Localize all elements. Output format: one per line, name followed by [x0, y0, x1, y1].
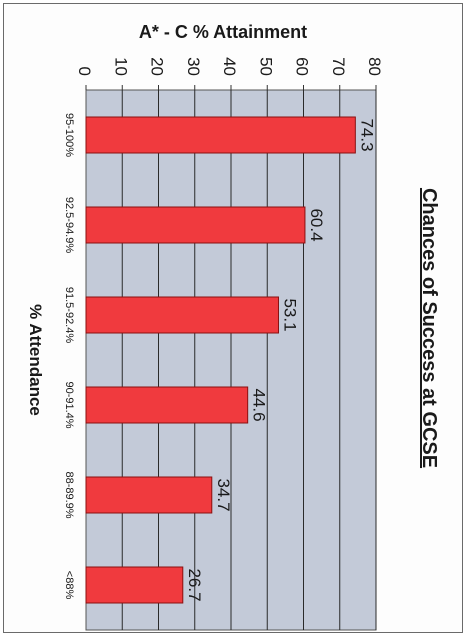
- bar: [85, 386, 249, 424]
- data-label: 44.6: [250, 388, 269, 421]
- data-label: 53.1: [280, 298, 299, 331]
- data-label: 26.7: [185, 568, 204, 601]
- data-labels: 74.3 60.4 53.1 44.6 34.7 26.7: [185, 118, 377, 601]
- bars: [85, 116, 356, 604]
- tick-label: 0: [75, 67, 94, 76]
- tick-label: 20: [148, 57, 167, 76]
- bar: [85, 116, 356, 154]
- gridlines: [85, 85, 377, 630]
- tick-label: 30: [184, 57, 203, 76]
- category-label: 95-100%: [63, 113, 75, 157]
- category-labels: 95-100% 92.5-94.9% 91.5-92.4% 90-91.4% 88-89…: [63, 113, 75, 599]
- category-axis-title: % Attendance: [26, 304, 45, 416]
- category-label: 92.5-94.9%: [63, 197, 75, 253]
- category-label: 91.5-92.4%: [63, 287, 75, 343]
- value-ticks: 0 10 20 30 40 50 60 70 80: [75, 57, 384, 76]
- category-label: <88%: [63, 571, 75, 600]
- data-label: 60.4: [307, 208, 326, 241]
- category-label: 90-91.4%: [63, 381, 75, 428]
- tick-label: 80: [365, 57, 384, 76]
- bar: [85, 206, 306, 244]
- tick-label: 10: [111, 57, 130, 76]
- bar: [85, 476, 213, 514]
- tick-label: 70: [329, 57, 348, 76]
- data-label: 74.3: [357, 118, 376, 151]
- bar: [85, 296, 279, 334]
- bar: [85, 566, 184, 604]
- chart-title: Chances of Success at GCSE: [418, 188, 440, 468]
- tick-label: 60: [293, 57, 312, 76]
- tick-label: 50: [256, 57, 275, 76]
- data-label: 34.7: [214, 478, 233, 511]
- tick-label: 40: [220, 57, 239, 76]
- category-label: 88-89.9%: [63, 471, 75, 518]
- value-axis-title: A* - C % Attainment: [139, 22, 307, 42]
